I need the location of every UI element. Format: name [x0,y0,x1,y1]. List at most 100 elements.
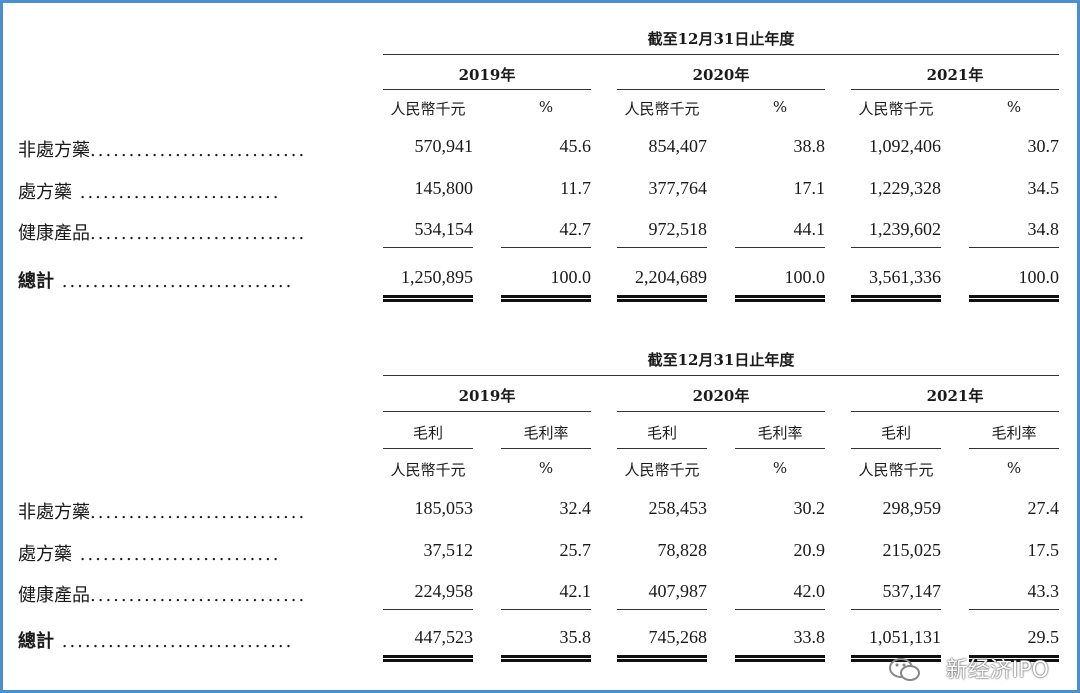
total-double-underline [969,655,1059,662]
cell: 537,147 [882,581,942,601]
year-underline [617,89,825,90]
total-double-underline [501,295,591,302]
cell: 1,239,602 [869,219,941,239]
subheader-underline [501,448,591,449]
wechat-icon [889,658,920,681]
period-underline [383,54,1059,55]
total-cell: 745,268 [648,627,708,647]
subheader-underline [617,448,707,449]
year-2020-header: 2020年 [692,387,750,405]
cell: 258,453 [648,498,708,518]
gross-margin-header: 毛利率 [523,424,569,442]
percent-header: % [1006,98,1022,116]
total-double-underline [735,655,825,662]
subtotal-line [851,247,941,248]
cell: 43.3 [1027,581,1060,601]
cell: 17.5 [1027,540,1060,560]
rmb-unit-header: 人民幣千元 [390,461,466,479]
percent-header: % [772,98,788,116]
row-label-health-products: 健康產品............................ [18,585,307,606]
year-underline [383,411,591,412]
row-label-total: 總計 .............................. [18,271,294,292]
year-underline [617,411,825,412]
total-cell: 100.0 [550,267,592,287]
total-cell: 100.0 [784,267,826,287]
total-cell: 29.5 [1027,627,1060,647]
cell: 32.4 [559,498,592,518]
cell: 185,053 [414,498,474,518]
percent-header: % [772,459,788,477]
subtotal-line [383,609,473,610]
total-cell: 33.8 [793,627,826,647]
total-cell: 35.8 [559,627,592,647]
cell: 45.6 [559,136,592,156]
period-underline [383,375,1059,376]
year-2019-header: 2019年 [458,387,516,405]
gross-profit-header: 毛利 [880,424,911,442]
cell: 38.8 [793,136,826,156]
rmb-unit-header: 人民幣千元 [390,100,466,118]
rmb-unit-header: 人民幣千元 [624,100,700,118]
subheader-underline [969,448,1059,449]
cell: 30.2 [793,498,826,518]
subtotal-line [735,609,825,610]
subheader-underline [851,448,941,449]
cell: 42.1 [559,581,592,601]
year-underline [851,89,1059,90]
total-double-underline [501,655,591,662]
cell: 30.7 [1027,136,1060,156]
subheader-underline [735,448,825,449]
subtotal-line [617,609,707,610]
total-double-underline [735,295,825,302]
year-2019-header: 2019年 [458,66,516,84]
row-label-prescription: 處方藥 .......................... [18,182,281,203]
cell: 78,828 [657,540,708,560]
row-label-otc: 非處方藥............................ [18,140,307,161]
row-label-otc: 非處方藥............................ [18,502,307,523]
total-double-underline [383,655,473,662]
year-underline [383,89,591,90]
subtotal-line [969,247,1059,248]
gross-margin-header: 毛利率 [757,424,803,442]
subtotal-line [383,247,473,248]
cell: 534,154 [414,219,474,239]
period-header: 截至12月31日止年度 [647,30,795,48]
year-underline [851,411,1059,412]
cell: 1,092,406 [869,136,941,156]
cell: 17.1 [793,178,826,198]
subtotal-line [501,247,591,248]
cell: 570,941 [414,136,474,156]
rmb-unit-header: 人民幣千元 [858,461,934,479]
subtotal-line [735,247,825,248]
rmb-unit-header: 人民幣千元 [858,100,934,118]
total-cell: 2,204,689 [635,267,707,287]
total-double-underline [617,655,707,662]
year-2021-header: 2021年 [926,66,984,84]
rmb-unit-header: 人民幣千元 [624,461,700,479]
cell: 377,764 [648,178,708,198]
cell: 407,987 [648,581,708,601]
cell: 1,229,328 [869,178,941,198]
row-label-health-products: 健康產品............................ [18,223,307,244]
gross-profit-header: 毛利 [412,424,443,442]
total-double-underline [383,295,473,302]
row-label-prescription: 處方藥 .......................... [18,544,281,565]
cell: 34.8 [1027,219,1060,239]
total-cell: 100.0 [1018,267,1060,287]
cell: 215,025 [882,540,942,560]
total-double-underline [969,295,1059,302]
subtotal-line [851,609,941,610]
total-cell: 1,250,895 [401,267,473,287]
subtotal-line [969,609,1059,610]
gross-profit-header: 毛利 [646,424,677,442]
subtotal-line [501,609,591,610]
cell: 145,800 [414,178,474,198]
cell: 972,518 [648,219,708,239]
period-header: 截至12月31日止年度 [647,351,795,369]
cell: 34.5 [1027,178,1060,198]
cell: 20.9 [793,540,826,560]
cell: 44.1 [793,219,826,239]
cell: 224,958 [414,581,474,601]
total-double-underline [851,295,941,302]
total-cell: 1,051,131 [869,627,941,647]
